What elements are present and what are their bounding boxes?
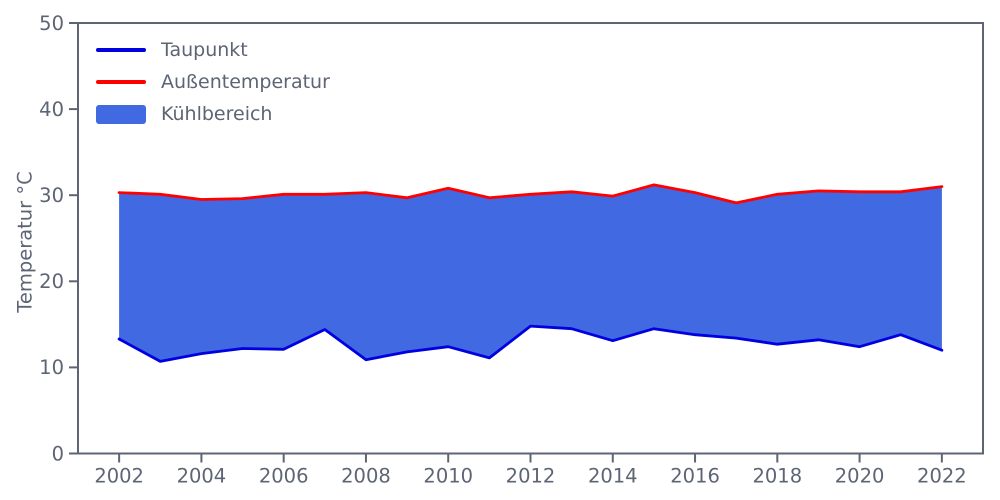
y-tick-label: 10 <box>39 356 64 379</box>
taupunkt-line-swatch <box>96 48 146 52</box>
x-tick-label: 2016 <box>670 465 720 488</box>
taupunkt-line <box>117 324 944 363</box>
x-tick-label: 2020 <box>835 465 885 488</box>
kuehlbereich-area-swatch <box>96 104 146 124</box>
y-tick-label: 20 <box>39 270 64 293</box>
x-tick-label: 2010 <box>423 465 473 488</box>
legend-item-taupunkt: Taupunkt <box>96 34 330 66</box>
aussentemperatur-line-swatch <box>96 80 146 84</box>
legend-item-aussentemperatur: Außentemperatur <box>96 66 330 98</box>
legend-item-kuehlbereich: Kühlbereich <box>96 98 330 130</box>
plot-border <box>77 22 984 455</box>
y-tick-label: 50 <box>39 12 64 35</box>
x-tick-label: 2012 <box>506 465 556 488</box>
legend-label-taupunkt: Taupunkt <box>161 39 248 61</box>
x-tick-label: 2018 <box>752 465 802 488</box>
y-tick-label: 40 <box>39 98 64 121</box>
x-tick-label: 2022 <box>917 465 967 488</box>
aussentemperatur-line <box>117 183 944 205</box>
y-tick-label: 0 <box>52 442 64 465</box>
x-tick-label: 2006 <box>259 465 309 488</box>
legend-label-aussentemperatur: Außentemperatur <box>161 71 330 93</box>
y-tick-label: 30 <box>39 184 64 207</box>
y-axis-label: Temperatur °C <box>13 171 37 313</box>
x-tick-label: 2004 <box>177 465 227 488</box>
x-tick-label: 2002 <box>94 465 144 488</box>
legend: Taupunkt Außentemperatur Kühlbereich <box>96 34 330 130</box>
legend-label-kuehlbereich: Kühlbereich <box>161 103 273 125</box>
x-tick-label: 2008 <box>341 465 391 488</box>
x-tick-label: 2014 <box>588 465 638 488</box>
kuehlbereich-area <box>119 184 942 362</box>
